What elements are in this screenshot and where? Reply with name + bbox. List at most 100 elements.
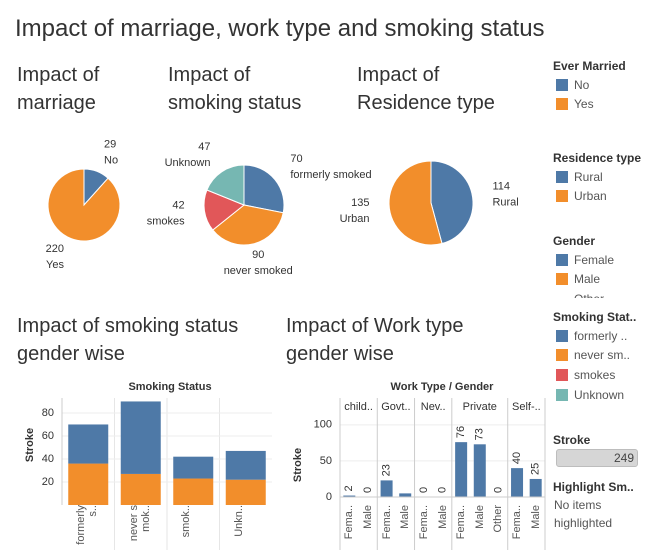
y-tick-label: 0 — [326, 491, 332, 503]
legend-swatch — [556, 190, 568, 203]
legend-title: Smoking Stat.. — [553, 310, 637, 324]
x-tick-label: Male — [361, 505, 374, 529]
pie-slice — [388, 160, 443, 246]
y-tick-label: 100 — [314, 419, 332, 431]
slice-category-label: smokes — [147, 216, 185, 228]
chart-title: Impact of smoking status gender wise — [17, 315, 239, 365]
slice-value-label: 220 — [46, 243, 64, 255]
legend-swatch — [556, 368, 568, 381]
legend: Residence type Rural Urban — [553, 149, 645, 206]
bar-segment — [68, 463, 109, 505]
legend-label: Rural — [574, 169, 603, 184]
filter-title: Stroke — [553, 433, 591, 447]
highlighter-text: No items highlighted — [554, 498, 613, 530]
slice-category-label: Yes — [46, 259, 64, 271]
legend-label: never sm.. — [574, 348, 631, 363]
bar — [343, 495, 356, 497]
slice-value-label: 114 — [492, 181, 510, 193]
value-label: 73 — [474, 428, 486, 440]
legend-title: Ever Married — [553, 59, 626, 73]
y-tick-label: 50 — [320, 455, 332, 467]
legend-label: Male — [574, 272, 601, 287]
slice-value-label: 47 — [198, 141, 210, 153]
legend-item[interactable]: formerly .. — [553, 326, 645, 346]
y-tick-label: 40 — [42, 453, 54, 465]
bar — [511, 468, 524, 497]
legend-label: formerly .. — [574, 328, 628, 343]
legend-label: Unknown — [574, 387, 625, 402]
legend-item[interactable]: Female — [553, 250, 645, 270]
bar — [399, 493, 412, 497]
x-tick-label: smok.. — [180, 505, 193, 538]
legend-label: Female — [574, 252, 615, 267]
legend-swatch — [556, 388, 568, 401]
x-tick-label: Fema.. — [380, 505, 393, 540]
y-axis-title: Stroke — [24, 428, 36, 462]
value-label: 0 — [436, 487, 448, 493]
x-tick-label: Fema.. — [455, 505, 468, 540]
y-tick-label: 80 — [42, 407, 54, 419]
legend: Ever Married No Yes — [553, 57, 645, 114]
value-label: 0 — [492, 487, 504, 493]
legend-title: Gender — [553, 234, 596, 248]
highlighter-title: Highlight Sm.. — [553, 480, 634, 494]
filter-value: 249 — [613, 451, 634, 465]
legend-item[interactable]: Unknown — [553, 385, 645, 405]
legend-label: No — [574, 77, 590, 92]
value-label: 25 — [530, 463, 542, 475]
group-label: child.. — [344, 401, 373, 413]
bar-segment — [225, 479, 266, 505]
x-tick-label: formerly s.. — [75, 505, 100, 545]
legend-swatch — [556, 98, 568, 111]
slice-category-label: never smoked — [224, 265, 293, 277]
bar-segment — [173, 456, 214, 479]
y-tick-label: 60 — [42, 430, 54, 442]
slice-value-label: 29 — [104, 139, 116, 151]
bar — [380, 480, 393, 497]
group-label: Govt.. — [381, 401, 410, 413]
header: Work Type / Gender — [391, 381, 495, 393]
x-tick-label: Fema.. — [343, 505, 356, 540]
legend-swatch — [556, 273, 568, 286]
legend-item[interactable]: No — [553, 75, 645, 95]
legend-label: Other — [574, 292, 604, 298]
x-tick-label: Fema.. — [511, 505, 524, 540]
chart-title: Impact of Residence type — [357, 64, 495, 114]
legend-item[interactable]: never sm.. — [553, 346, 645, 366]
legend-item[interactable]: Rural — [553, 167, 645, 187]
slice-category-label: Unknown — [165, 157, 211, 169]
slice-category-label: Rural — [492, 197, 518, 209]
pie-slice — [430, 160, 474, 245]
y-tick-label: 20 — [42, 476, 54, 488]
group-label: Private — [463, 401, 497, 413]
legend-swatch — [556, 170, 568, 183]
dashboard-title: Impact of marriage, work type and smokin… — [15, 15, 545, 42]
legend-item[interactable]: smokes — [553, 365, 645, 385]
bar-segment — [120, 473, 161, 505]
value-label: 2 — [343, 485, 355, 491]
bar-segment — [68, 424, 109, 464]
bar-segment — [225, 450, 266, 480]
x-tick-label: never smok.. — [127, 505, 152, 542]
chart-title: Impact of Work type gender wise — [286, 315, 464, 365]
filter-slider[interactable]: 249 — [556, 449, 638, 467]
pie-slice — [243, 164, 285, 214]
group-label: Self-.. — [512, 401, 541, 413]
x-tick-label: Male — [473, 505, 486, 529]
x-tick-label: Unkn.. — [232, 505, 245, 537]
legend-item[interactable]: Urban — [553, 187, 645, 207]
bar — [455, 442, 468, 497]
x-tick-label: Fema.. — [417, 505, 430, 540]
legend-item[interactable]: Male — [553, 270, 645, 290]
legend-item[interactable]: Other — [553, 289, 645, 298]
slice-category-label: No — [104, 155, 118, 167]
header: Smoking Status — [128, 381, 211, 393]
bar — [473, 444, 486, 497]
x-tick-label: Male — [436, 505, 449, 529]
legend-item[interactable]: Yes — [553, 95, 645, 115]
y-axis-title: Stroke — [292, 448, 304, 482]
slice-category-label: Urban — [340, 213, 370, 225]
legend-label: Urban — [574, 189, 607, 204]
